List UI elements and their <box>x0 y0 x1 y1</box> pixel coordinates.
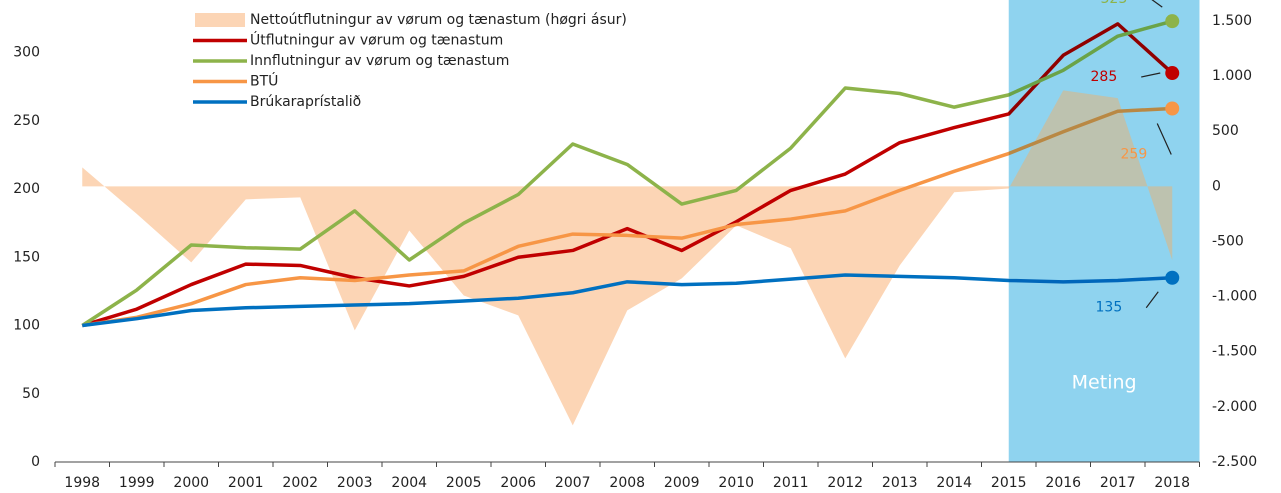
y2-tick-label: 500 <box>1212 123 1239 139</box>
label-leader <box>1156 123 1172 155</box>
label-leader <box>1145 291 1159 309</box>
end-marker <box>1165 270 1180 285</box>
legend-label: Útflutningur av vørum og tænastum <box>250 31 503 49</box>
y2-tick-label: 1.500 <box>1212 13 1252 29</box>
legend-label: Nettoútflutningur av vørum og tænastum (… <box>250 12 627 28</box>
y-tick-label: 100 <box>13 318 40 334</box>
area <box>82 90 1173 426</box>
legend-label: Innflutningur av vørum og tænastum <box>250 53 509 69</box>
label-leader <box>1151 0 1163 8</box>
forecast-label: Meting <box>1072 372 1137 394</box>
x-tick-label: 2006 <box>500 475 536 491</box>
y-tick-label: 300 <box>13 45 40 61</box>
x-tick-label: 2018 <box>1154 475 1190 491</box>
data-label: 323 <box>1101 0 1128 7</box>
y-tick-label: 0 <box>31 454 40 470</box>
x-tick-label: 2001 <box>228 475 264 491</box>
x-tick-label: 2004 <box>391 475 427 491</box>
x-tick-label: 2003 <box>337 475 373 491</box>
line <box>81 106 1173 328</box>
lines-layer <box>81 0 1200 462</box>
y2-tick-label: -2.500 <box>1212 454 1257 470</box>
end-marker <box>1165 14 1180 29</box>
y-tick-label: 200 <box>13 181 40 197</box>
legend-label: Brúkaraprístalið <box>250 94 361 110</box>
line <box>81 22 1174 328</box>
x-tick-label: 2000 <box>173 475 209 491</box>
end-marker <box>1165 101 1180 116</box>
x-tick-label: 2009 <box>664 475 700 491</box>
area-layer <box>82 90 1173 426</box>
x-tick-label: 2015 <box>991 475 1027 491</box>
end-marker <box>1165 66 1180 81</box>
data-label: 285 <box>1091 69 1118 85</box>
y-tick-label: 50 <box>22 386 40 402</box>
x-tick-label: 2010 <box>718 475 754 491</box>
data-label: 135 <box>1096 300 1123 316</box>
x-tick-label: 2013 <box>882 475 918 491</box>
y2-tick-label: -500 <box>1212 233 1244 249</box>
y-tick-label: 250 <box>13 113 40 129</box>
x-tick-label: 1999 <box>119 475 155 491</box>
y2-tick-label: 0 <box>1212 178 1221 194</box>
data-label: 259 <box>1121 147 1148 163</box>
top-layer: Meting 0 50 100 150 200 250 300 -2.500 -2.000 -1.5… <box>13 0 1257 491</box>
y2-tick-label: -1.500 <box>1212 344 1257 360</box>
x-tick-label: 2005 <box>446 475 482 491</box>
legend-label: BTÚ <box>250 72 278 90</box>
y2-tick-label: -1.000 <box>1212 289 1257 305</box>
x-tick-label: 2008 <box>609 475 645 491</box>
x-tick-label: 2007 <box>555 475 591 491</box>
line <box>82 273 1173 328</box>
x-tick-label: 2014 <box>936 475 972 491</box>
y2-tick-label: -2.000 <box>1212 399 1257 415</box>
y-tick-label: 150 <box>13 249 40 265</box>
x-tick-label: 2011 <box>773 475 809 491</box>
x-tick-label: 1998 <box>64 475 100 491</box>
line <box>81 19 1173 327</box>
x-tick-label: 2002 <box>282 475 318 491</box>
label-leader <box>1141 72 1161 78</box>
legend-swatch <box>195 13 245 27</box>
x-tick-label: 2017 <box>1100 475 1136 491</box>
y2-tick-label: 1.000 <box>1212 68 1252 84</box>
x-tick-label: 2012 <box>827 475 863 491</box>
x-tick-label: 2016 <box>1045 475 1081 491</box>
